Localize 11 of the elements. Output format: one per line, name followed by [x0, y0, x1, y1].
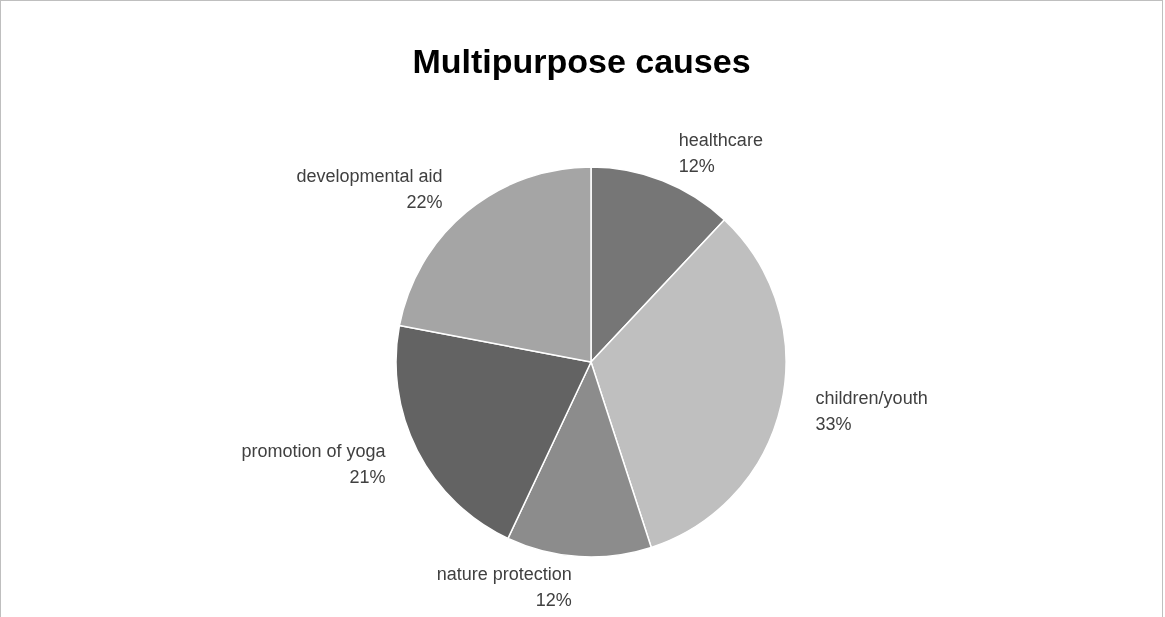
slice-label: children/youth [815, 388, 928, 409]
slice-label: healthcare [678, 129, 763, 150]
data-label: 12% [535, 589, 572, 610]
data-label: 21% [349, 467, 386, 488]
slice-label: nature protection [436, 563, 572, 584]
data-label: 12% [678, 155, 715, 176]
data-label: 33% [815, 414, 852, 435]
slice-label: promotion of yoga [241, 441, 387, 462]
data-label: 22% [406, 191, 443, 212]
slice-label: developmental aid [296, 165, 443, 186]
chart-title: Multipurpose causes [412, 42, 751, 80]
